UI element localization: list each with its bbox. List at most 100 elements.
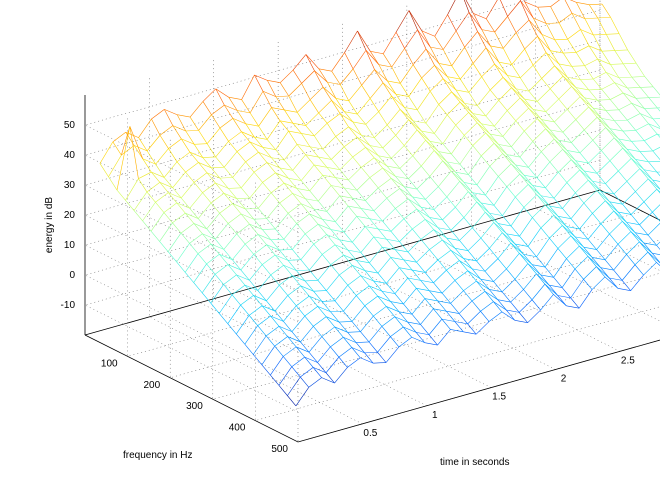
mesh-segment	[514, 279, 524, 290]
mesh-segment	[601, 137, 615, 151]
mesh-segment	[467, 323, 477, 335]
mesh-segment	[468, 12, 483, 30]
mesh-segment	[305, 112, 319, 126]
mesh-segment	[541, 119, 555, 123]
mesh-segment	[639, 224, 649, 236]
mesh-segment	[331, 185, 345, 189]
mesh-segment	[600, 210, 615, 224]
mesh-segment	[477, 105, 487, 117]
mesh-segment	[364, 270, 374, 282]
mesh-segment	[652, 146, 660, 152]
mesh-segment	[442, 49, 453, 66]
mesh-segment	[631, 102, 645, 109]
mesh-segment	[631, 140, 645, 142]
mesh-segment	[279, 249, 289, 261]
mesh-segment	[292, 233, 306, 250]
mesh-segment	[403, 303, 413, 315]
mesh-segment	[309, 295, 323, 302]
mesh-segment	[481, 143, 495, 157]
mesh-segment	[566, 150, 576, 161]
mesh-segment	[541, 119, 551, 131]
mesh-segment	[261, 364, 271, 376]
mesh-segment	[278, 326, 288, 337]
mesh-segment	[450, 249, 464, 259]
mesh-segment	[347, 332, 357, 343]
mesh-segment	[164, 109, 174, 126]
mesh-segment	[441, 280, 456, 294]
mesh-segment	[189, 243, 199, 254]
mesh-segment	[210, 243, 220, 255]
mesh-segment	[168, 192, 182, 199]
mesh-segment	[562, 132, 572, 143]
mesh-segment	[407, 198, 417, 210]
mesh-segment	[421, 30, 435, 37]
mesh-segment	[403, 326, 417, 333]
mesh-segment	[584, 170, 598, 174]
mesh-segment	[267, 80, 277, 97]
mesh-segment	[373, 280, 387, 284]
mesh-segment	[503, 32, 517, 49]
axis-grid	[84, 0, 660, 443]
mesh-segment	[545, 52, 555, 67]
mesh-segment	[476, 280, 486, 292]
mesh-segment	[155, 202, 165, 213]
mesh-segment	[515, 243, 529, 247]
mesh-segment	[567, 38, 577, 53]
mesh-segment	[258, 152, 268, 163]
mesh-segment	[459, 260, 469, 271]
mesh-segment	[570, 235, 584, 248]
mesh-segment	[325, 316, 335, 328]
mesh-segment	[463, 290, 473, 302]
mesh-segment	[442, 143, 452, 155]
mesh-segment	[502, 196, 516, 216]
mesh-segment	[536, 194, 546, 206]
mesh-segment	[424, 259, 439, 273]
mesh-segment	[417, 29, 431, 48]
mesh-segment	[591, 276, 606, 290]
mesh-segment	[519, 0, 521, 1]
mesh-segment	[373, 306, 387, 317]
mesh-segment	[206, 213, 220, 230]
mesh-segment	[206, 263, 216, 275]
mesh-segment	[515, 184, 529, 198]
mesh-segment	[588, 106, 598, 118]
mesh-segment	[305, 54, 320, 70]
mesh-segment	[331, 100, 345, 112]
mesh-segment	[382, 82, 397, 95]
mesh-segment	[561, 287, 571, 299]
mesh-segment	[348, 84, 362, 101]
mesh-segment	[279, 193, 293, 204]
mesh-segment	[549, 129, 563, 133]
mesh-segment	[274, 254, 289, 261]
mesh-segment	[381, 326, 391, 337]
mesh-segment	[558, 159, 572, 173]
mesh-segment	[515, 32, 525, 50]
mesh-segment	[454, 321, 468, 325]
mesh-segment	[244, 344, 254, 355]
mesh-segment	[524, 98, 534, 110]
mesh-segment	[313, 367, 327, 374]
mesh-segment	[163, 177, 173, 188]
mesh-segment	[210, 243, 224, 250]
mesh-segment	[597, 99, 607, 111]
mesh-segment	[201, 274, 216, 293]
mesh-segment	[622, 147, 636, 160]
mesh-segment	[270, 192, 280, 204]
frequency-gridline	[212, 159, 660, 400]
mesh-segment	[442, 78, 457, 91]
mesh-segment	[184, 272, 194, 283]
mesh-segment	[656, 245, 660, 250]
z-tick-label: 30	[64, 180, 76, 191]
mesh-segment	[506, 154, 516, 166]
mesh-segment	[609, 221, 623, 235]
mesh-segment	[434, 65, 448, 77]
mesh-segment	[370, 51, 384, 55]
mesh-segment	[206, 172, 220, 179]
mesh-segment	[472, 113, 486, 117]
mesh-segment	[510, 301, 520, 313]
mesh-segment	[232, 203, 246, 210]
mesh-segment	[327, 81, 341, 85]
mesh-segment	[549, 205, 559, 217]
mesh-segment	[408, 96, 418, 110]
mesh-segment	[510, 163, 520, 175]
